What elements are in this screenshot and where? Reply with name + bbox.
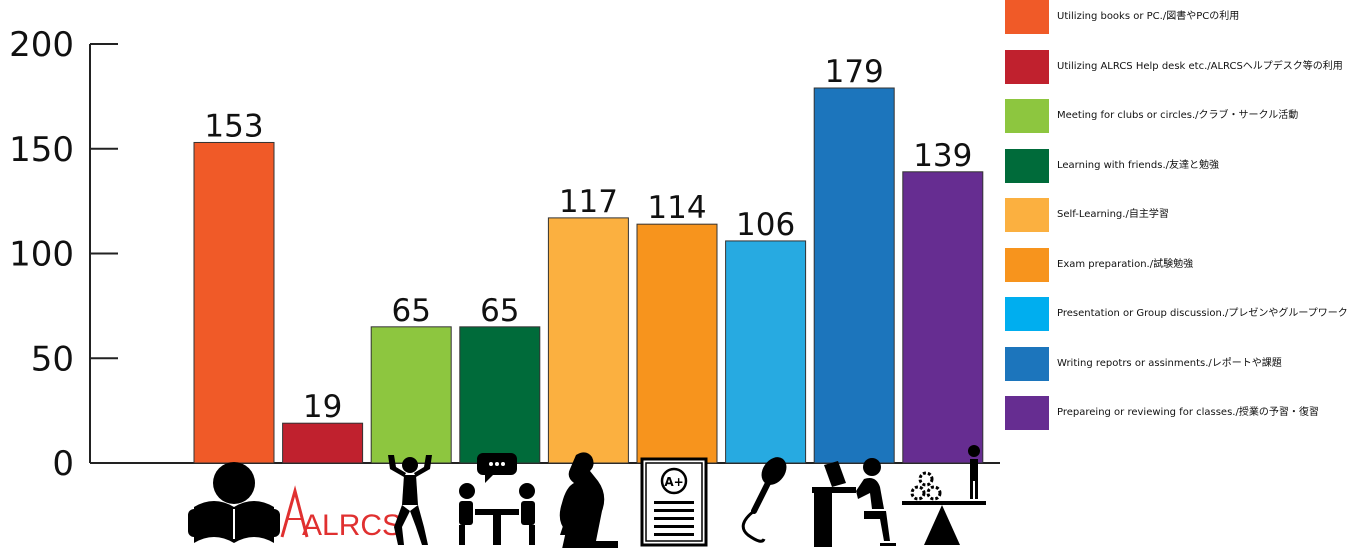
bar-value-label: 65 [391, 293, 430, 329]
legend-swatch [1005, 247, 1049, 282]
category-icons: ALRCS [188, 445, 986, 548]
legend-swatch [1005, 297, 1049, 331]
bar-value-label: 19 [303, 389, 342, 425]
legend-label: Exam preparation./試験勉強 [1057, 258, 1194, 270]
legend-label: Prepareing or reviewing for classes./授業の… [1057, 407, 1319, 418]
legend-item: Learning with friends./友達と勉強 [1005, 148, 1347, 183]
bar [725, 240, 807, 464]
bar-value-label: 106 [736, 207, 795, 243]
y-tick-label: 0 [52, 444, 74, 484]
person-at-computer-desk-icon [812, 458, 896, 547]
bar-value-label: 139 [913, 138, 972, 174]
thinker-statue-icon [559, 452, 618, 548]
legend-item: Utilizing books or PC./図書やPCの利用 [1005, 0, 1347, 34]
legend-item: Exam preparation./試験勉強 [1005, 247, 1347, 282]
bars [193, 87, 984, 464]
bar [193, 141, 275, 464]
legend-label: Utilizing ALRCS Help desk etc./ALRCSヘルプデ… [1057, 60, 1343, 72]
bar-value-label: 153 [204, 108, 263, 144]
legend-item: Self-Learning./自主学習 [1005, 198, 1347, 232]
alrcs-logo: ALRCS [280, 485, 402, 542]
legend-swatch [1005, 49, 1049, 84]
flexing-person-icon [388, 455, 432, 545]
bar [370, 326, 452, 464]
legend-label: Learning with friends./友達と勉強 [1057, 159, 1219, 171]
legend-item: Prepareing or reviewing for classes./授業の… [1005, 396, 1347, 430]
legend-item: Utilizing ALRCS Help desk etc./ALRCSヘルプデ… [1005, 49, 1347, 84]
legend-swatch [1005, 99, 1049, 133]
bar-chart: 0 50 100 150 200 153 19 65 65 117 114 106 179 139 AL… [9, 25, 1000, 548]
legend-swatch [1005, 198, 1049, 232]
legend-swatch [1005, 0, 1049, 34]
y-tick-label: 200 [9, 25, 74, 65]
legend-label: Utilizing books or PC./図書やPCの利用 [1057, 11, 1240, 22]
bar [813, 87, 895, 464]
legend: Utilizing books or PC./図書やPCの利用 Utilizing… [1005, 0, 1350, 548]
bar-value-label: 65 [480, 293, 519, 329]
y-tick-label: 100 [9, 235, 74, 275]
legend-label: Self-Learning./自主学習 [1057, 209, 1169, 220]
value-labels: 153 19 65 65 117 114 106 179 139 [204, 54, 972, 425]
bar [282, 422, 364, 464]
legend-label: Presentation or Group discussion./プレゼンやグ… [1057, 308, 1348, 319]
graded-exam-paper-icon: A+ [640, 457, 708, 547]
two-people-talking-icon [459, 453, 535, 545]
bar [636, 223, 718, 464]
y-tick-label: 50 [31, 339, 74, 379]
legend-item: Meeting for clubs or circles./クラブ・サークル活動 [1005, 99, 1347, 133]
alrcs-logo-text: ALRCS [302, 509, 402, 542]
balance-scale-gears-icon [902, 445, 986, 545]
y-tick-label: 150 [9, 130, 74, 170]
bar [547, 217, 629, 464]
bar [902, 171, 984, 464]
y-ticks: 0 50 100 150 200 [9, 25, 118, 484]
legend-swatch [1005, 346, 1049, 381]
microphone-icon [741, 457, 787, 543]
svg-text:A+: A+ [664, 475, 683, 489]
bar-value-label: 117 [559, 184, 618, 220]
bar-value-label: 179 [825, 54, 884, 90]
reading-person-icon [188, 462, 280, 543]
legend-label: Meeting for clubs or circles./クラブ・サークル活動 [1057, 110, 1299, 121]
legend-swatch [1005, 396, 1049, 430]
legend-swatch [1005, 148, 1049, 183]
bar [459, 326, 541, 464]
legend-label: Writing repotrs or assinments./レポートや課題 [1057, 357, 1282, 369]
legend-item: Writing repotrs or assinments./レポートや課題 [1005, 346, 1347, 381]
bar-value-label: 114 [647, 190, 706, 226]
legend-item: Presentation or Group discussion./プレゼンやグ… [1005, 297, 1348, 331]
